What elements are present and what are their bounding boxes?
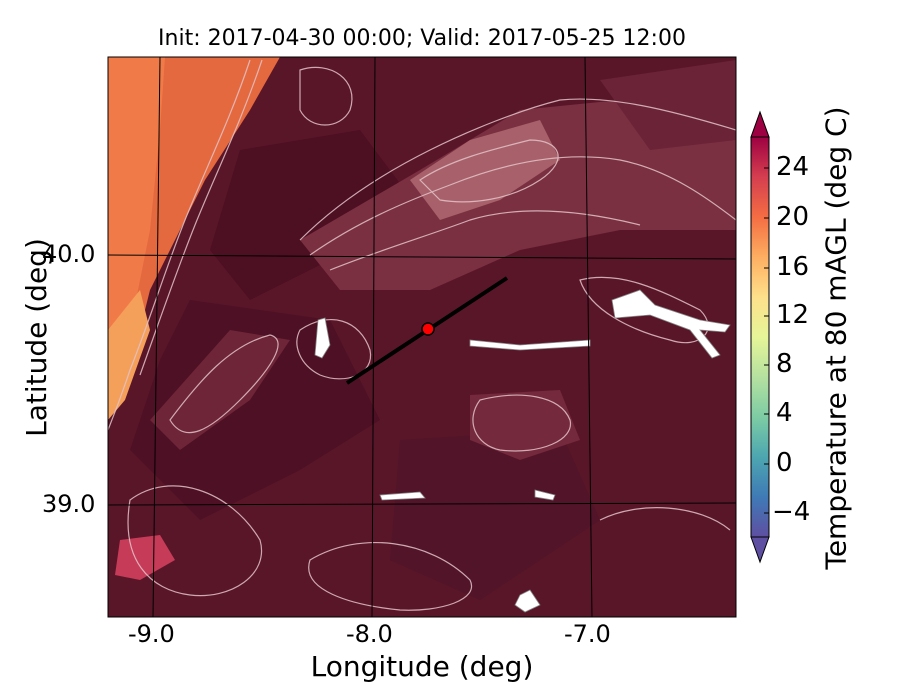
colorbar-body — [750, 136, 770, 538]
parallel-line — [108, 502, 736, 506]
colorbar-tick-label: 12 — [776, 300, 810, 330]
parallel-line — [108, 254, 736, 260]
coastal-warm-spot — [115, 535, 175, 580]
dark-lowland-region — [390, 430, 600, 600]
colorbar-tick-label: 16 — [776, 252, 810, 282]
y-tick-label: 40.0 — [42, 240, 96, 268]
colorbar-tick-label: 24 — [776, 152, 810, 182]
map-frame — [107, 56, 737, 618]
ocean-warm-region — [108, 290, 150, 420]
highland-region — [300, 100, 736, 290]
colorbar-label: Temperature at 80 mAGL (deg C) — [819, 106, 853, 570]
highland-region — [470, 390, 580, 460]
meridian-line — [152, 57, 161, 617]
highland-region — [600, 60, 736, 150]
location-marker — [421, 322, 435, 336]
colorbar-tick-label: 8 — [776, 349, 793, 379]
highland-region — [150, 330, 290, 450]
colorbar-tick-label: 0 — [776, 448, 793, 478]
x-tick-label: -9.0 — [128, 620, 175, 648]
meridian-line — [584, 57, 593, 617]
dark-lowland-region — [210, 130, 420, 300]
colorbar-tick-label: 4 — [776, 398, 793, 428]
colorbar-extend-max — [750, 110, 770, 138]
colorbar — [750, 110, 770, 564]
colorbar-tick-label: 20 — [776, 202, 810, 232]
map-panel — [108, 57, 736, 617]
graticule — [108, 57, 736, 617]
colorbar-extend-min — [750, 536, 770, 564]
x-axis-label: Longitude (deg) — [310, 650, 534, 683]
meridian-line — [371, 57, 376, 617]
chart-title: Init: 2017-04-30 00:00; Valid: 2017-05-2… — [158, 26, 686, 51]
y-tick-label: 39.0 — [42, 490, 96, 518]
x-tick-label: -7.0 — [564, 620, 611, 648]
highland-region — [410, 120, 560, 220]
ocean-warm-region — [108, 57, 165, 380]
x-tick-label: -8.0 — [346, 620, 393, 648]
colorbar-tick-label: −4 — [772, 497, 811, 527]
river-patches — [314, 289, 731, 613]
y-axis-label: Latitude (deg) — [19, 237, 53, 437]
